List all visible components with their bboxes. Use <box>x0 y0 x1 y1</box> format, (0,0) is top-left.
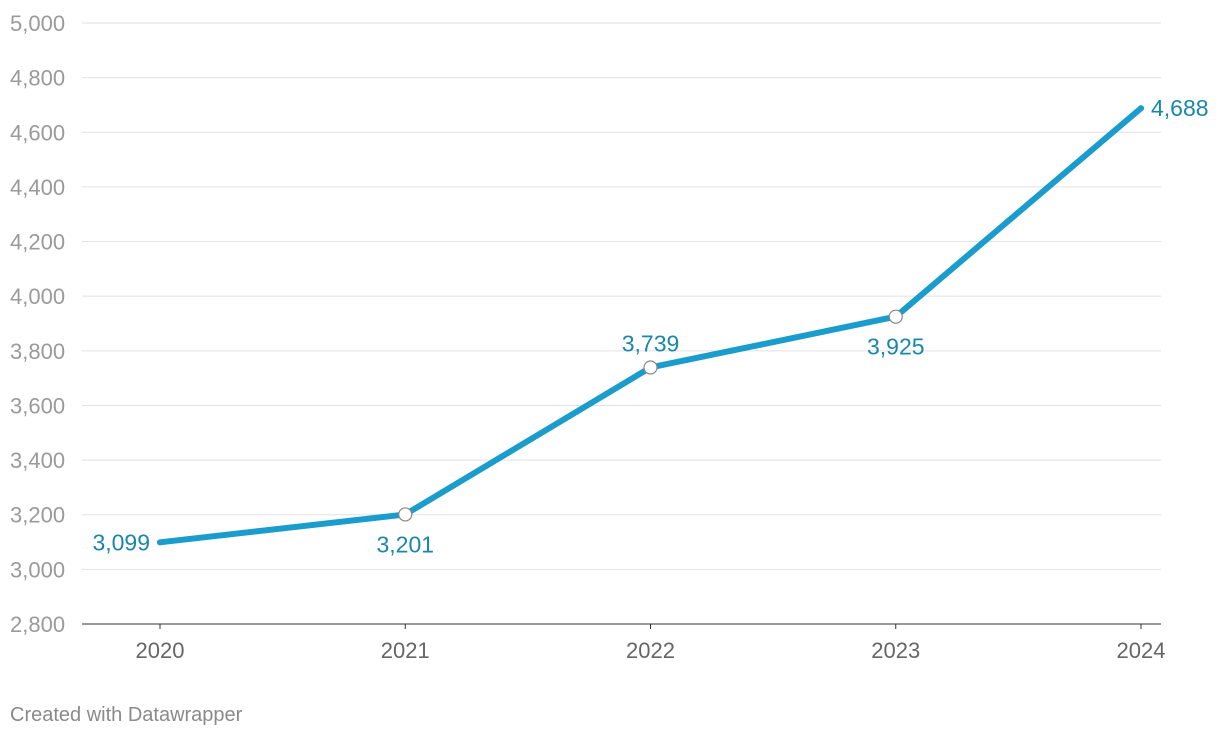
y-tick-label: 3,200 <box>10 503 65 528</box>
y-tick-label: 3,600 <box>10 393 65 418</box>
x-tick-label: 2021 <box>381 638 430 663</box>
y-tick-label: 4,800 <box>10 66 65 91</box>
data-point <box>1138 105 1144 112</box>
x-tick-label: 2022 <box>626 638 675 663</box>
data-label: 3,099 <box>92 529 150 555</box>
data-point <box>398 507 413 522</box>
data-point <box>157 539 163 546</box>
data-label: 3,925 <box>867 334 925 360</box>
data-label: 4,688 <box>1151 95 1209 121</box>
y-tick-label: 4,000 <box>10 284 65 309</box>
data-point <box>888 309 903 324</box>
y-tick-label: 3,000 <box>10 557 65 582</box>
x-tick-label: 2023 <box>871 638 920 663</box>
x-tick-label: 2024 <box>1117 638 1166 663</box>
y-tick-label: 4,200 <box>10 230 65 255</box>
y-tick-label: 3,800 <box>10 339 65 364</box>
y-tick-label: 3,400 <box>10 448 65 473</box>
series-line <box>157 105 1144 546</box>
y-tick-label: 5,000 <box>10 11 65 36</box>
credit-text: Created with Datawrapper <box>10 704 243 726</box>
y-tick-label: 2,800 <box>10 612 65 637</box>
x-tick-label: 2020 <box>136 638 185 663</box>
data-label: 3,201 <box>376 531 434 557</box>
y-tick-label: 4,400 <box>10 175 65 200</box>
y-tick-label: 4,600 <box>10 120 65 145</box>
data-point <box>643 360 658 375</box>
data-label: 3,739 <box>622 330 680 356</box>
